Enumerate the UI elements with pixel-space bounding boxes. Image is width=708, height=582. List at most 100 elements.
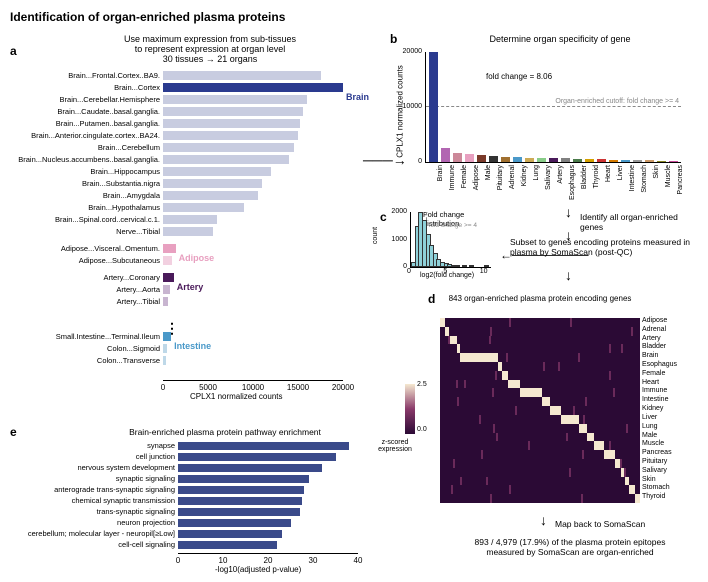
flow-step2: Subset to genes encoding proteins measur… xyxy=(510,237,700,257)
bar-a-row: Brain...Cerebellum xyxy=(10,142,350,153)
main-title: Identification of organ-enriched plasma … xyxy=(10,10,708,24)
d-diag-block xyxy=(594,441,604,450)
d-diag-block xyxy=(629,485,635,494)
group-label: Adipose xyxy=(179,253,215,263)
e-label: chemical synaptic transmission xyxy=(10,497,178,505)
b-x-label: Lung xyxy=(533,165,540,205)
e-row: nervous system development xyxy=(10,463,370,473)
d-row-label: Artery xyxy=(642,335,661,342)
e-bar xyxy=(178,497,302,505)
d-row-label: Stomach xyxy=(642,484,670,491)
arrow-down-3: ↓ xyxy=(565,267,572,283)
d-row-label: Skin xyxy=(642,476,656,483)
e-bar xyxy=(178,464,322,472)
d-b2b: measured by SomaScan are organ-enriched xyxy=(486,547,653,557)
bar-a-row: Brain...Substantia.nigra xyxy=(10,178,350,189)
bar-a xyxy=(163,143,294,152)
e-label: neuron projection xyxy=(10,519,178,527)
b-x-label: Female xyxy=(461,165,468,205)
c-x-tick: 10 xyxy=(480,268,488,275)
bar-a-row: Brain...Hippocampus xyxy=(10,166,350,177)
e-row: synapse xyxy=(10,441,370,451)
bar-a xyxy=(163,155,289,164)
e-bar xyxy=(178,442,349,450)
d-heatmap xyxy=(440,318,640,503)
a-x-tick: 10000 xyxy=(242,383,264,392)
bar-a-label: Brain...Hippocampus xyxy=(10,168,163,176)
figure-area: a Use maximum expression from sub-tissue… xyxy=(10,32,698,572)
bar-a-row: Brain...Anterior.cingulate.cortex..BA24. xyxy=(10,130,350,141)
b-x-label: Heart xyxy=(605,165,612,205)
d-gradient xyxy=(405,384,415,434)
e-bar xyxy=(178,453,336,461)
e-row: neuron projection xyxy=(10,518,370,528)
e-bar xyxy=(178,541,277,549)
b-x-label: Esophagus xyxy=(569,165,576,205)
bar-a-label: Brain...Amygdala xyxy=(10,192,163,200)
b-x-label: Stomach xyxy=(641,165,648,205)
bar-a xyxy=(163,71,321,80)
d-bottom2: 893 / 4,979 (17.9%) of the plasma protei… xyxy=(445,537,695,557)
d-row-label: Thyroid xyxy=(642,493,665,500)
bar-a xyxy=(163,297,168,306)
e-bar xyxy=(178,508,300,516)
c-y-tick: 1000 xyxy=(387,236,407,243)
e-label: synaptic signaling xyxy=(10,475,178,483)
d-row-label: Heart xyxy=(642,379,659,386)
a-x-tick: 20000 xyxy=(332,383,354,392)
b-bar xyxy=(633,160,642,162)
d-diag-block xyxy=(449,336,457,345)
bar-a-label: Brain...Caudate..basal.ganglia. xyxy=(10,108,163,116)
e-x-tick: 10 xyxy=(219,556,228,565)
d-row-label: Bladder xyxy=(642,343,666,350)
a-x-title: CPLX1 normalized counts xyxy=(190,392,283,401)
d-diag-block xyxy=(457,344,460,353)
b-y-tick: 20000 xyxy=(392,48,422,55)
bar-a-row: Nerve...Tibial xyxy=(10,226,350,237)
b-bar xyxy=(549,158,558,162)
bar-a xyxy=(163,83,343,92)
d-row-label: Intestine xyxy=(642,396,668,403)
b-bar xyxy=(609,160,618,162)
bar-a xyxy=(163,203,244,212)
group-label: Artery xyxy=(177,282,204,292)
b-x-label: Intestine xyxy=(629,165,636,205)
b-cutoff-line xyxy=(426,106,681,107)
panel-d: AdiposeAdrenalArteryBladderBrainEsophagu… xyxy=(440,304,690,509)
b-bar xyxy=(657,161,666,162)
flow-step1: Identify all organ-enriched genes xyxy=(580,212,698,232)
bar-a-row: Brain...Frontal.Cortex..BA9. xyxy=(10,70,350,81)
c-bar xyxy=(462,265,467,267)
e-row: cerebellum; molecular layer - neuropil[≥… xyxy=(10,529,370,539)
bar-a xyxy=(163,131,298,140)
bar-a-label: Brain...Anterior.cingulate.cortex..BA24. xyxy=(10,132,163,140)
d-diag-block xyxy=(550,406,561,415)
b-bar xyxy=(561,158,570,162)
d-row-label: Lung xyxy=(642,423,658,430)
e-x-tick: 20 xyxy=(264,556,273,565)
b-x-label: Pancreas xyxy=(677,165,684,205)
e-label: trans-synaptic signaling xyxy=(10,508,178,516)
bar-a-label: Artery...Coronary xyxy=(10,274,163,282)
c-bar xyxy=(455,265,460,267)
d-row-label: Adipose xyxy=(642,317,667,324)
bar-a xyxy=(163,107,303,116)
e-x-tick: 40 xyxy=(354,556,363,565)
b-x-label: Adrenal xyxy=(509,165,516,205)
panel-d-label: d xyxy=(428,292,435,306)
c-x-label: log2(fold change) xyxy=(420,272,474,279)
b-x-label: Male xyxy=(485,165,492,205)
group-label: Brain xyxy=(346,92,369,102)
group-label: Intestine xyxy=(174,341,211,351)
d-diag-block xyxy=(520,388,542,397)
e-label: anterograde trans-synaptic signaling xyxy=(10,486,178,494)
bar-a-label: Brain...Frontal.Cortex..BA9. xyxy=(10,72,163,80)
bar-a-label: Brain...Cerebellar.Hemisphere xyxy=(10,96,163,104)
d-diag-block xyxy=(604,450,615,459)
bar-a-label: Brain...Substantia.nigra xyxy=(10,180,163,188)
e-label: cerebellum; molecular layer - neuropil[≥… xyxy=(10,530,178,538)
d-row-label: Muscle xyxy=(642,440,664,447)
a-x-tick: 15000 xyxy=(287,383,309,392)
bar-a-label: Brain...Cortex xyxy=(10,84,163,92)
b-cutoff-text: Organ-enriched cutoff: fold change >= 4 xyxy=(555,98,679,105)
